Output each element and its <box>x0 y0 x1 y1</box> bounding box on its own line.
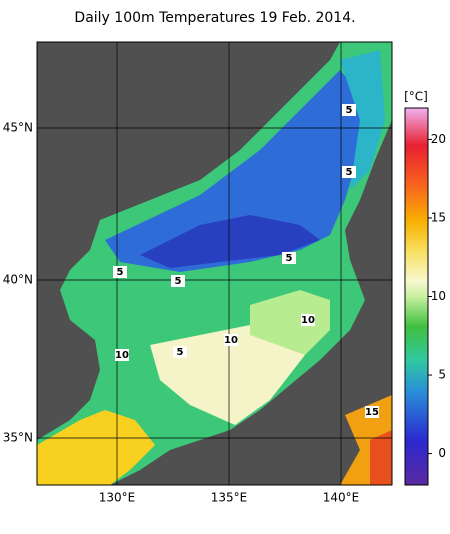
map-frame <box>36 41 393 486</box>
contour-label: 10 <box>115 350 129 361</box>
cold-water <box>105 70 365 272</box>
southwest-warm-water <box>37 410 155 485</box>
contour-label-box <box>113 266 127 278</box>
contour-label-box <box>171 275 185 287</box>
colorbar-tick-label: 5 <box>438 368 446 382</box>
lon-label: 130°E <box>99 491 136 505</box>
contour-label: 5 <box>175 276 182 287</box>
title: Daily 100m Temperatures 19 Feb. 2014. <box>74 10 355 26</box>
contour-label-box <box>342 166 356 178</box>
contour-label-box <box>224 334 238 346</box>
colorbar-tick-label: 20 <box>431 132 446 146</box>
contour-label-box <box>282 252 296 264</box>
contour-label-box <box>173 346 187 358</box>
colorbar-unit: [°C] <box>404 90 428 104</box>
contour-label-box <box>115 349 129 361</box>
contour-label: 10 <box>224 335 238 346</box>
contour-label-box <box>342 104 356 116</box>
contour-label: 5 <box>286 253 293 264</box>
colorbar <box>404 107 429 486</box>
colorbar-tick-label: 15 <box>431 210 446 224</box>
map-area <box>37 42 392 485</box>
lon-label: 135°E <box>211 491 248 505</box>
lat-label: 35°N <box>3 431 33 445</box>
contour-label-box <box>301 314 315 326</box>
coldest-water <box>140 215 320 268</box>
contour-label: 10 <box>301 315 315 326</box>
light-green-water <box>250 290 330 355</box>
lat-label: 40°N <box>3 273 33 287</box>
colorbar-tick-label: 0 <box>438 446 446 460</box>
contour-label: 15 <box>365 407 379 418</box>
warm-water <box>150 325 305 425</box>
cyan-water <box>340 50 385 190</box>
contour-label: 5 <box>177 347 184 358</box>
contour-label: 5 <box>117 267 124 278</box>
contour-label-box <box>365 406 379 418</box>
pacific-warm <box>370 430 392 485</box>
lat-label: 45°N <box>3 121 33 135</box>
graticule <box>37 42 392 485</box>
lon-label: 140°E <box>323 491 360 505</box>
colorbar-tick-label: 10 <box>431 289 446 303</box>
contour-label: 5 <box>346 105 353 116</box>
contour-label: 5 <box>346 167 353 178</box>
